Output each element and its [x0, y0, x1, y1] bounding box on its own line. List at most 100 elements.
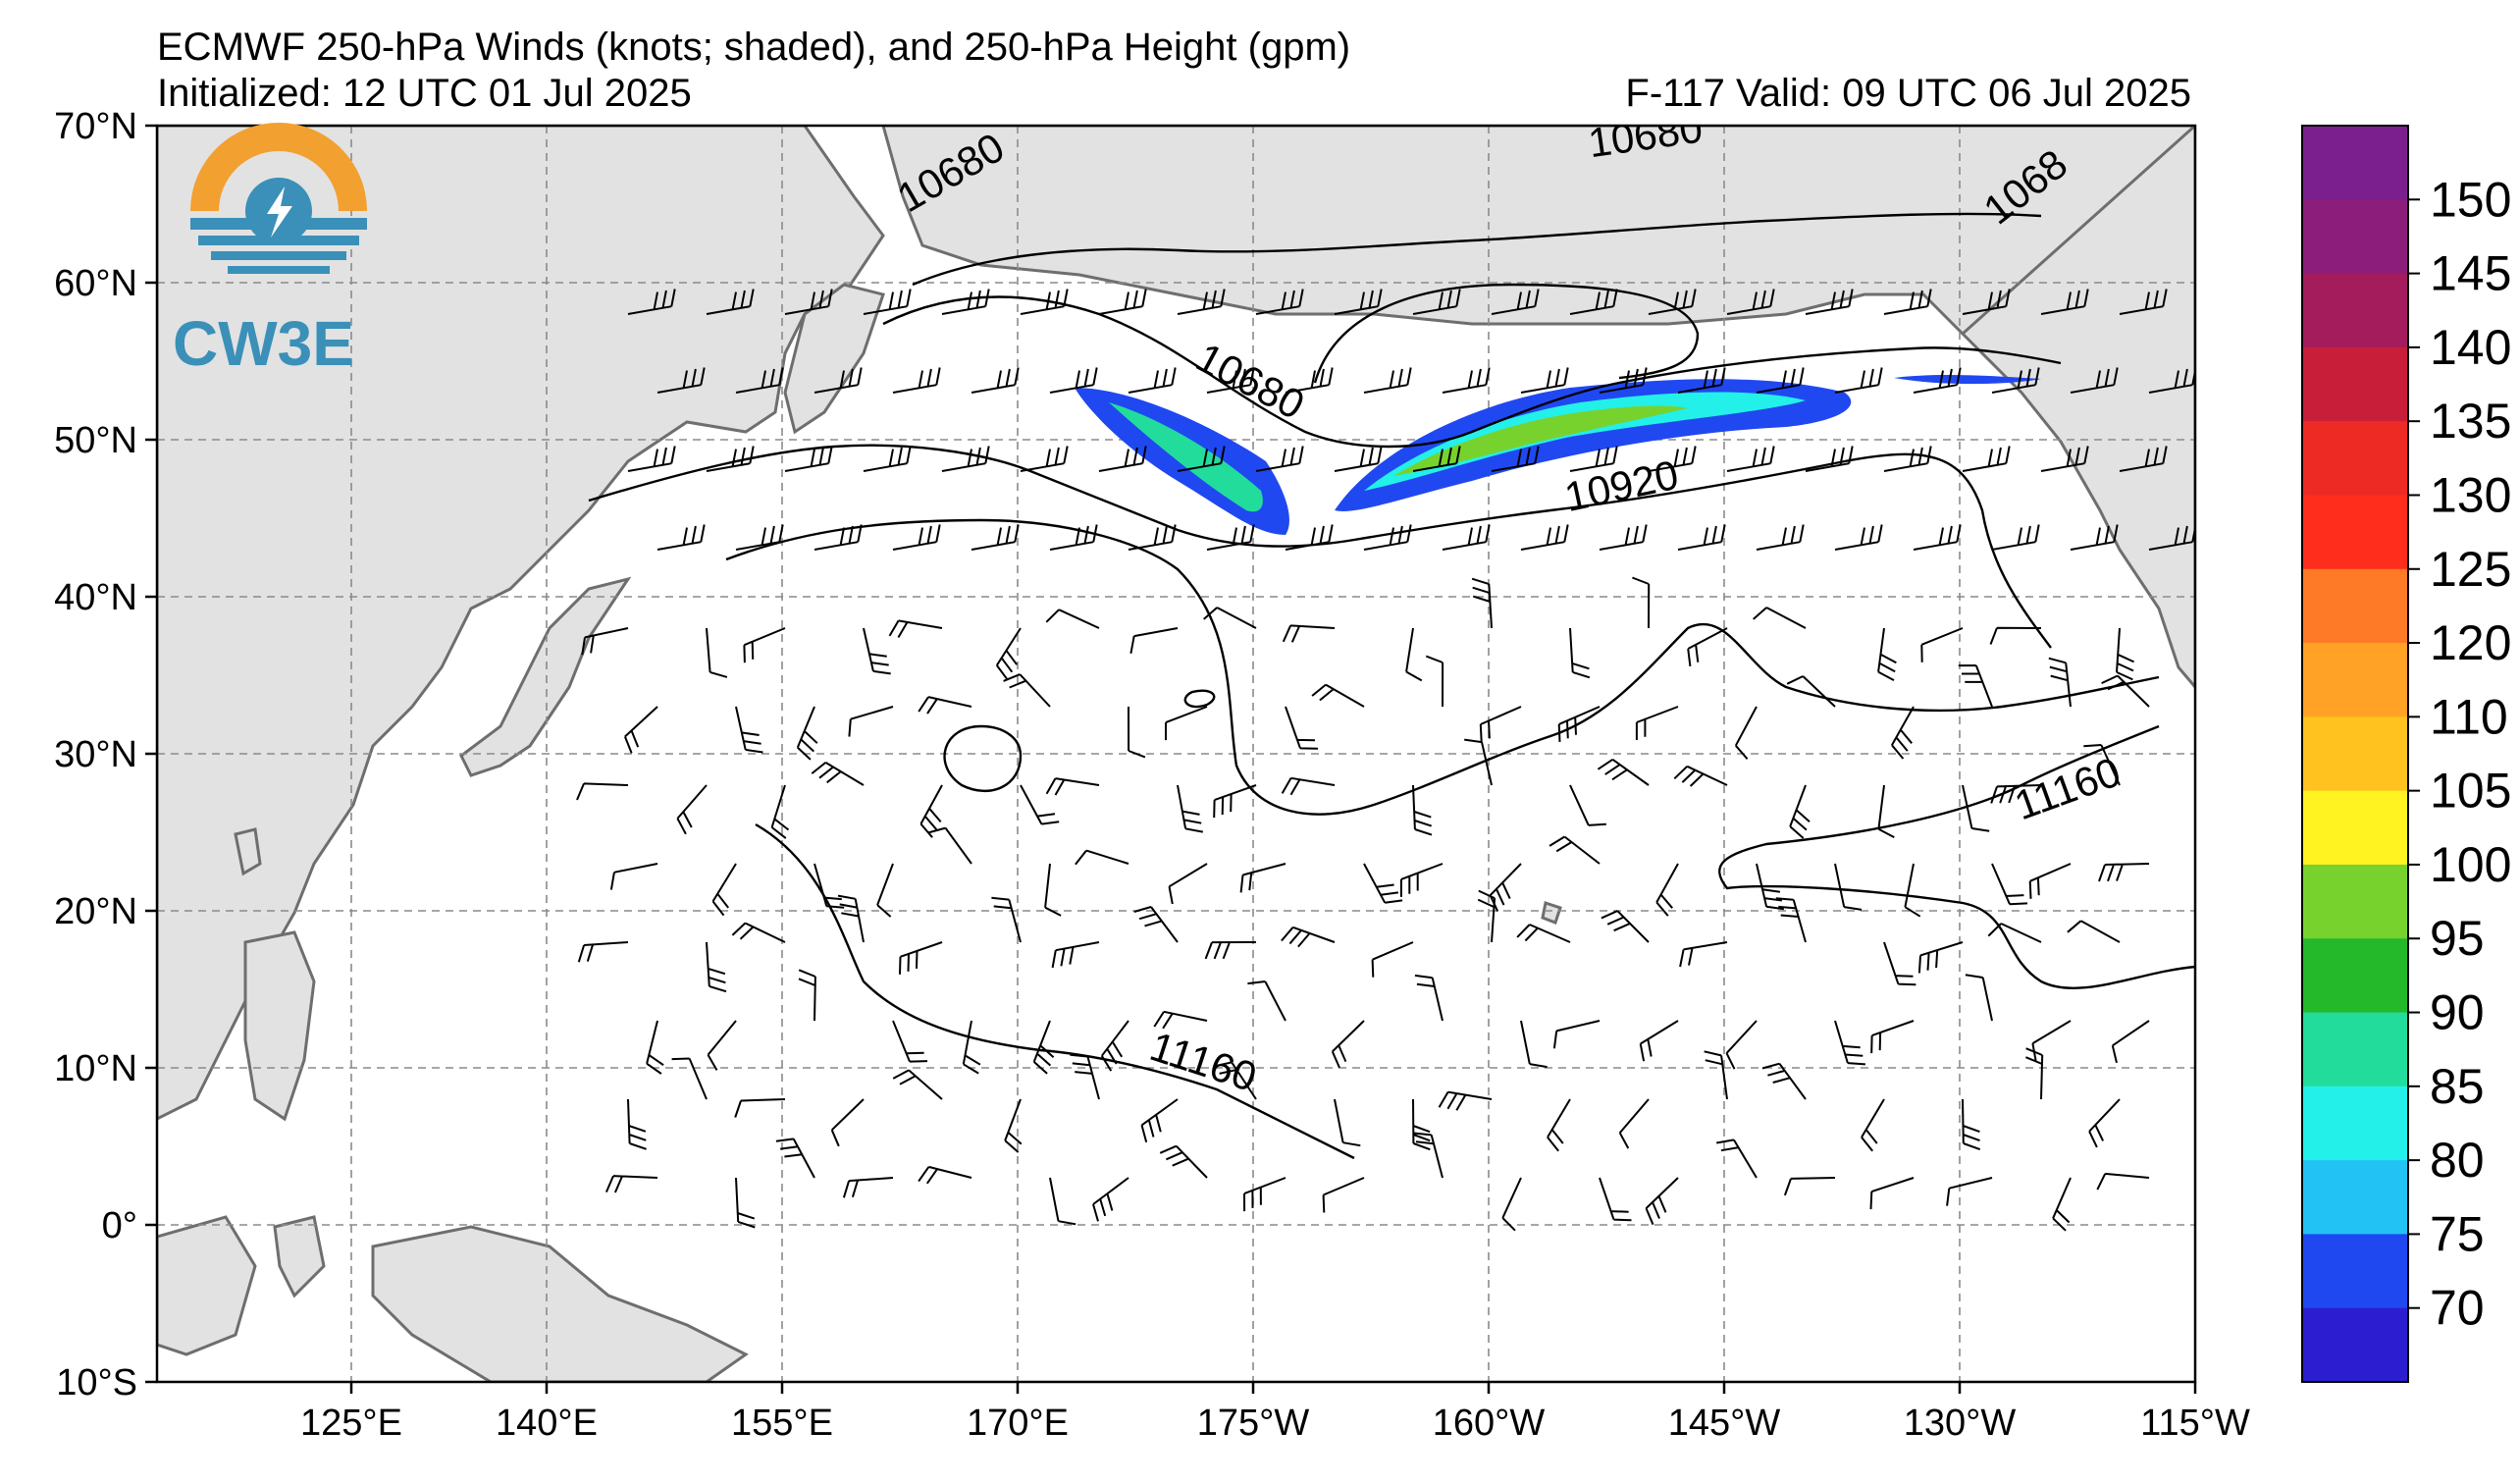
wind-barb	[1962, 446, 2011, 472]
wind-barb	[1753, 607, 1807, 629]
wind-barb	[1618, 1098, 1650, 1149]
wind-barb	[2083, 744, 2121, 786]
logo-ring	[190, 123, 367, 211]
wind-barb	[798, 969, 816, 1022]
wind-barb	[1645, 1177, 1679, 1226]
wind-barb	[1165, 706, 1208, 741]
north-america-land	[1960, 126, 2195, 690]
new-guinea-land	[371, 1225, 749, 1382]
wind-barb	[1990, 784, 2042, 804]
wind-barb	[1405, 627, 1423, 682]
wind-barb	[1569, 446, 1618, 472]
wind-barb	[1913, 524, 1962, 551]
wind-barb	[927, 826, 972, 865]
wind-barb	[1891, 706, 1915, 760]
wind-barb	[1870, 1020, 1915, 1054]
landmass-group	[157, 126, 2195, 1382]
wind-barb	[1442, 367, 1491, 394]
wind-barb	[1032, 1020, 1055, 1075]
wind-barb	[1247, 980, 1286, 1022]
wind-barb	[627, 446, 676, 472]
wind-barb	[706, 941, 727, 993]
wind-barb	[2052, 1177, 2072, 1232]
colorbar-label: 145	[2430, 246, 2511, 301]
wind-barb	[1883, 941, 1916, 986]
wind-barb	[609, 863, 658, 890]
wind-barb	[1414, 974, 1444, 1022]
colorbar-segment	[2302, 1160, 2408, 1235]
wind-barb	[1243, 1177, 1286, 1212]
wind-barb	[1632, 576, 1651, 629]
colorbar-segment	[2302, 495, 2408, 570]
wind-barb	[784, 289, 833, 315]
wind-barb	[2025, 1047, 2044, 1100]
wind-barb	[1177, 446, 1226, 472]
wind-barb	[1520, 524, 1569, 551]
wind-barb	[1834, 367, 1883, 394]
wind-barb	[1471, 577, 1493, 629]
wind-barb	[1092, 1177, 1129, 1222]
wind-barb	[1322, 1177, 1365, 1213]
wind-barb	[1989, 626, 2042, 645]
colorbar-segment	[2302, 716, 2408, 792]
wind-barb	[1716, 1139, 1758, 1179]
wind-barb	[1153, 1010, 1208, 1030]
wind-barbs	[576, 289, 2195, 1232]
wind-barb	[1491, 446, 1540, 472]
wind-barb	[676, 784, 708, 835]
wind-barb	[646, 1020, 664, 1075]
colorbar-segment	[2302, 864, 2408, 939]
wind-barb	[1726, 446, 1775, 472]
wind-barb	[1070, 1053, 1100, 1100]
wind-barb	[892, 1069, 943, 1100]
wind-barb	[1331, 1020, 1365, 1069]
wind-barb	[1020, 289, 1069, 315]
hawaii-land	[1541, 901, 1562, 925]
wind-barb	[1051, 941, 1100, 969]
wind-barb	[1371, 941, 1414, 978]
wind-barb	[1477, 889, 1496, 943]
colorbar-segment	[2302, 790, 2408, 866]
wind-barb	[1601, 910, 1650, 943]
wind-barb	[991, 896, 1022, 943]
wind-barb	[1206, 367, 1255, 394]
wind-barb	[731, 922, 786, 943]
wind-barb	[962, 1020, 981, 1075]
wind-barb	[1648, 289, 1697, 315]
valid-time: F-117 Valid: 09 UTC 06 Jul 2025	[1625, 72, 2191, 115]
wind-barb	[1789, 784, 1811, 839]
wind-barb	[1547, 1098, 1571, 1152]
wind-barb	[1877, 784, 1895, 838]
wind-barb	[1869, 1177, 1915, 1210]
wind-barb	[1883, 289, 1932, 315]
borneo-land	[157, 1215, 257, 1356]
wind-barb	[1311, 683, 1365, 708]
lon-label: 145°W	[1668, 1403, 1781, 1444]
wind-barb	[1834, 863, 1863, 911]
wind-barb	[1786, 675, 1836, 708]
wind-barb	[1965, 974, 1993, 1022]
wind-barb	[1557, 706, 1601, 742]
wind-barb	[1501, 1177, 1522, 1232]
wind-barb	[706, 446, 755, 472]
lon-label: 115°W	[2140, 1403, 2250, 1444]
wind-barb	[1334, 1098, 1361, 1147]
jet-streak-east-mid	[1364, 392, 1806, 491]
wind-barb	[2028, 863, 2072, 899]
wind-barb	[1549, 835, 1601, 865]
longitude-labels: 125°E 140°E 155°E 170°E 175°W 160°W 145°…	[300, 1403, 2250, 1444]
cw3e-logo: CW3E	[173, 123, 367, 379]
colorbar-segment	[2302, 199, 2408, 275]
wind-barb	[1761, 1062, 1807, 1100]
wind-barb	[1520, 1020, 1548, 1069]
wind-barb	[1599, 367, 1648, 394]
wind-barb	[1648, 446, 1697, 472]
wind-barb	[1991, 367, 2040, 394]
wind-barb	[811, 762, 865, 786]
wind-barb	[1363, 367, 1412, 394]
colorbar-label: 150	[2430, 172, 2511, 227]
wind-barb	[1282, 624, 1336, 643]
wind-barb	[1687, 627, 1728, 667]
wind-barb	[814, 863, 845, 909]
wind-barb	[1726, 289, 1775, 315]
